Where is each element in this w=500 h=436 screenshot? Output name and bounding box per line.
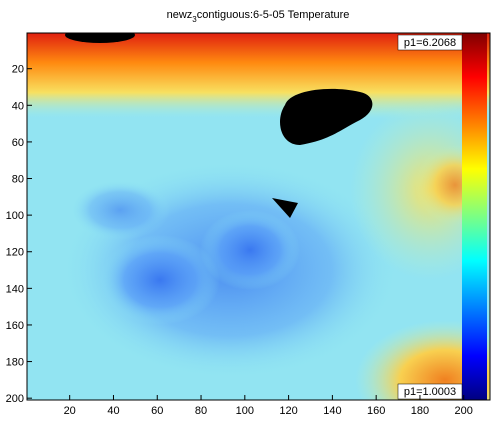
x-tick-label: 20 bbox=[64, 405, 76, 417]
y-tick-label: 100 bbox=[6, 210, 24, 222]
x-tick-label: 40 bbox=[107, 405, 119, 417]
y-tick-label: 80 bbox=[12, 174, 24, 186]
colorbar bbox=[462, 33, 487, 400]
annotation-box bbox=[397, 34, 463, 51]
plot-frame bbox=[26, 32, 491, 401]
chart-title: newz3contiguous:6-5-05 Temperature bbox=[167, 9, 350, 24]
x-tick-label: 160 bbox=[367, 405, 385, 417]
y-tick-label: 140 bbox=[6, 283, 24, 295]
x-tick-label: 100 bbox=[236, 405, 254, 417]
x-tick-label: 60 bbox=[151, 405, 163, 417]
annotation: p1=6.2068 p1=1.0003 bbox=[397, 34, 463, 400]
y-tick-label: 120 bbox=[6, 247, 24, 259]
y-tick-label: 40 bbox=[12, 100, 24, 112]
annotation-text: p1=1.0003 bbox=[404, 386, 456, 398]
annotation-box bbox=[397, 383, 463, 400]
y-tick-label: 60 bbox=[12, 137, 24, 149]
title-rest: contiguous:6-5-05 Temperature bbox=[197, 9, 350, 21]
annotation-text: p1=6.2068 bbox=[404, 37, 456, 49]
y-tick-label: 20 bbox=[12, 64, 24, 76]
y-tick-label: 160 bbox=[6, 320, 24, 332]
x-tick-label: 200 bbox=[455, 405, 473, 417]
x-tick-label: 180 bbox=[411, 405, 429, 417]
x-tick-label: 140 bbox=[323, 405, 341, 417]
y-tick-label: 180 bbox=[6, 357, 24, 369]
x-tick-label: 80 bbox=[195, 405, 207, 417]
heatmap-field bbox=[27, 33, 490, 400]
x-tick-label: 120 bbox=[279, 405, 297, 417]
title-sub: 3 bbox=[192, 15, 197, 24]
title-main: newz bbox=[167, 9, 193, 21]
y-tick-label: 200 bbox=[6, 393, 24, 405]
